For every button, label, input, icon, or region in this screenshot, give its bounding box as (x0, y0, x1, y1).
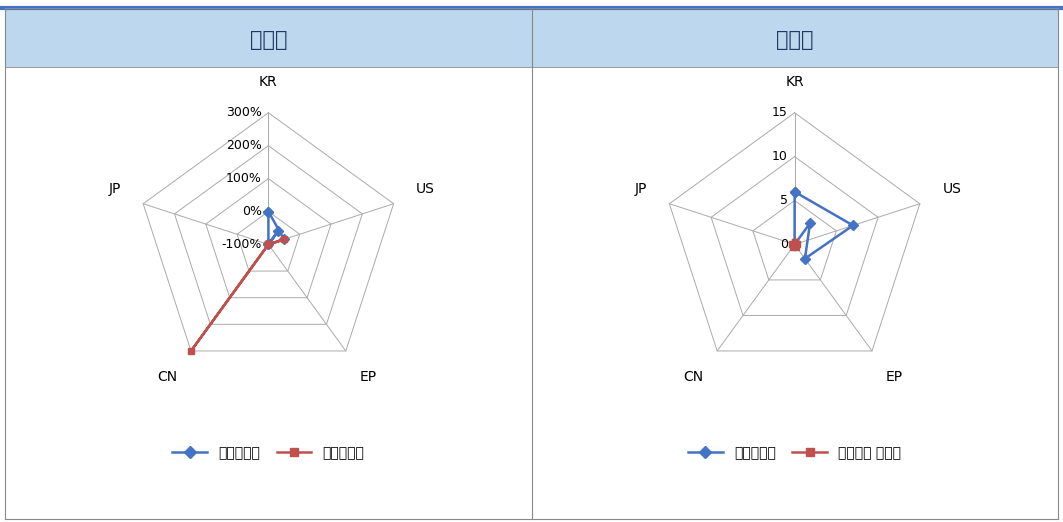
Text: 0%: 0% (241, 205, 261, 218)
Text: 10: 10 (772, 150, 788, 163)
Text: EP: EP (885, 370, 904, 384)
Text: KR: KR (786, 75, 804, 89)
Text: 활동력: 활동력 (250, 30, 287, 50)
Text: 5: 5 (780, 194, 788, 207)
Text: 200%: 200% (226, 139, 261, 152)
Text: 100%: 100% (226, 172, 261, 185)
Text: JP: JP (108, 182, 120, 196)
Text: 15: 15 (772, 106, 788, 119)
Legend: 논문영향력, 연구주체 다양도: 논문영향력, 연구주체 다양도 (682, 441, 907, 466)
Text: 300%: 300% (226, 106, 261, 119)
Text: EP: EP (359, 370, 377, 384)
Text: JP: JP (635, 182, 646, 196)
Text: US: US (417, 182, 435, 196)
Text: KR: KR (259, 75, 277, 89)
Text: 0: 0 (780, 238, 788, 251)
Text: CN: CN (157, 370, 178, 384)
Text: -100%: -100% (221, 238, 261, 251)
Text: CN: CN (684, 370, 704, 384)
Legend: 논문점유율, 논문증가율: 논문점유율, 논문증가율 (167, 441, 370, 466)
Text: US: US (943, 182, 961, 196)
Text: 기술력: 기술력 (776, 30, 813, 50)
